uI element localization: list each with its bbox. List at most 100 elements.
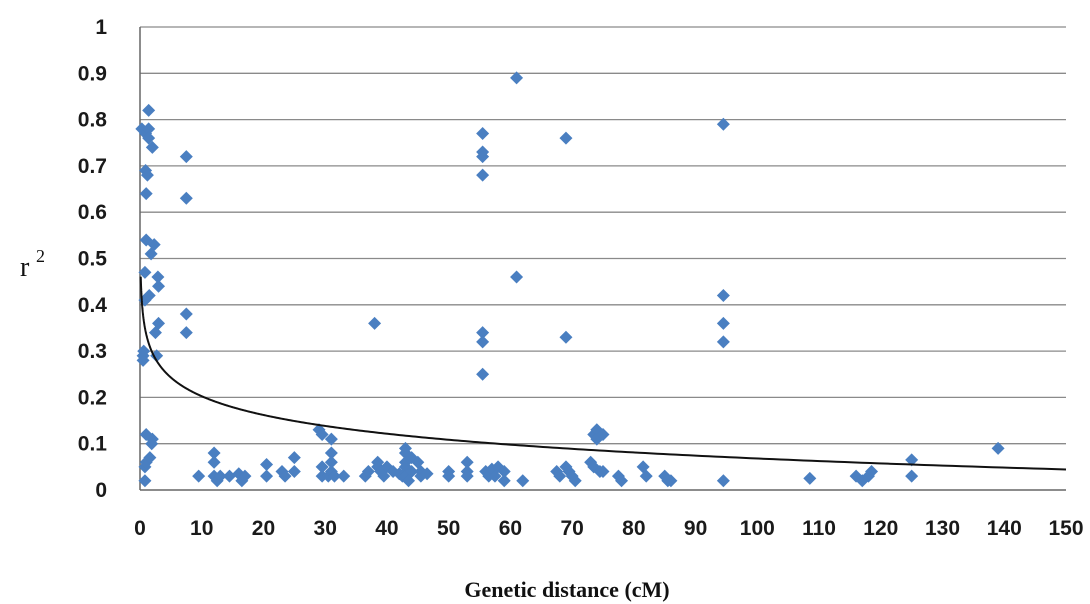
data-point <box>324 455 338 469</box>
data-point <box>179 191 193 205</box>
data-point <box>139 187 153 201</box>
data-point <box>716 117 730 131</box>
y-axis-label-superscript: 2 <box>36 246 45 266</box>
x-tick-label: 10 <box>190 517 213 540</box>
data-point <box>568 474 582 488</box>
y-tick-label: 0.7 <box>78 155 107 178</box>
data-point <box>476 150 490 164</box>
data-point <box>361 464 375 478</box>
data-point <box>905 453 919 467</box>
y-tick-labels: 0 0.1 0.2 0.3 0.4 0.5 0.6 0.7 0.8 0.9 1 <box>78 16 108 502</box>
data-point <box>137 344 151 358</box>
data-point <box>476 326 490 340</box>
data-point <box>150 349 164 363</box>
data-point <box>192 469 206 483</box>
data-point <box>476 367 490 381</box>
y-tick-label: 0 <box>95 479 107 502</box>
data-point <box>716 474 730 488</box>
data-point <box>138 474 152 488</box>
data-point <box>287 464 301 478</box>
data-point <box>142 122 156 136</box>
data-point <box>497 464 511 478</box>
data-point <box>460 469 474 483</box>
x-tick-label: 140 <box>987 517 1022 540</box>
data-point <box>420 467 434 481</box>
x-tick-label: 150 <box>1048 517 1083 540</box>
axes <box>139 27 1066 491</box>
data-point <box>596 464 610 478</box>
y-tick-label: 0.1 <box>78 433 108 456</box>
data-point <box>145 140 159 154</box>
x-tick-label: 0 <box>134 517 146 540</box>
x-tick-label: 110 <box>802 517 836 540</box>
data-point <box>324 446 338 460</box>
data-point <box>223 469 237 483</box>
y-tick-label: 1 <box>95 16 107 39</box>
data-point <box>278 469 292 483</box>
data-points <box>135 71 1005 488</box>
data-point <box>803 471 817 485</box>
x-tick-labels: 0 10 20 30 40 50 60 70 80 90 100 110 120 130 140 150 <box>134 517 1083 540</box>
data-point <box>142 289 156 303</box>
data-point <box>476 335 490 349</box>
x-tick-label: 100 <box>740 517 775 540</box>
data-point <box>716 289 730 303</box>
y-tick-label: 0.4 <box>78 294 108 317</box>
x-tick-label: 70 <box>560 517 583 540</box>
data-point <box>991 441 1005 455</box>
data-point <box>147 238 161 252</box>
data-point <box>179 307 193 321</box>
data-point <box>905 469 919 483</box>
x-tick-label: 80 <box>622 517 645 540</box>
data-point <box>476 126 490 140</box>
x-tick-label: 90 <box>684 517 707 540</box>
data-point <box>476 168 490 182</box>
data-point <box>460 455 474 469</box>
data-point <box>516 474 530 488</box>
data-point <box>179 150 193 164</box>
data-point <box>207 455 221 469</box>
data-point <box>152 316 166 330</box>
x-tick-label: 30 <box>314 517 337 540</box>
y-tick-label: 0.5 <box>78 248 108 271</box>
data-point <box>151 270 165 284</box>
data-point <box>327 469 341 483</box>
y-tick-label: 0.9 <box>78 62 107 85</box>
data-point <box>716 335 730 349</box>
data-point <box>179 326 193 340</box>
data-point <box>138 265 152 279</box>
data-point <box>559 330 573 344</box>
x-tick-label: 40 <box>375 517 398 540</box>
data-point <box>287 451 301 465</box>
y-tick-label: 0.3 <box>78 340 107 363</box>
x-axis-label: Genetic distance (cM) <box>464 577 669 602</box>
data-point <box>337 469 351 483</box>
data-point <box>260 469 274 483</box>
data-point <box>559 131 573 145</box>
gridlines <box>140 26 1066 445</box>
data-point <box>213 469 227 483</box>
data-point <box>136 353 150 367</box>
data-point <box>510 270 524 284</box>
x-tick-label: 120 <box>863 517 898 540</box>
data-point <box>596 427 610 441</box>
data-point <box>152 279 166 293</box>
y-axis-label: r <box>20 252 30 283</box>
data-point <box>143 451 157 465</box>
data-point <box>324 432 338 446</box>
data-point <box>639 469 653 483</box>
data-point <box>716 316 730 330</box>
data-point <box>368 316 382 330</box>
data-point <box>615 474 629 488</box>
data-point <box>405 464 419 478</box>
data-point <box>497 474 511 488</box>
y-tick-label: 0.6 <box>78 201 107 224</box>
data-point <box>142 103 156 117</box>
data-point <box>238 469 252 483</box>
x-tick-label: 50 <box>437 517 460 540</box>
data-point <box>140 168 154 182</box>
data-point <box>207 446 221 460</box>
data-point <box>260 458 274 472</box>
x-tick-label: 20 <box>252 517 275 540</box>
